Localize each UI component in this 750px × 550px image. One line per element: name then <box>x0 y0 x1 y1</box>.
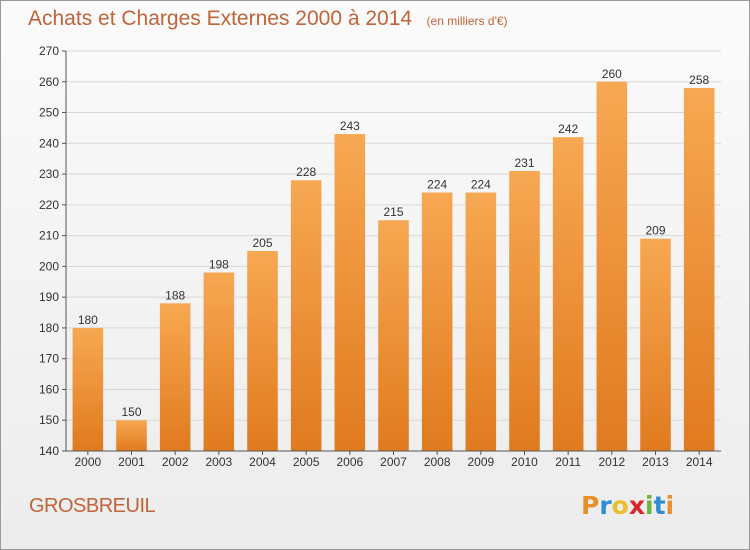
y-tick-label: 270 <box>39 44 59 58</box>
bar <box>509 171 540 451</box>
x-tick-label: 2002 <box>162 455 189 469</box>
bar-value-label: 215 <box>383 205 403 219</box>
bars <box>72 81 715 452</box>
x-tick-label: 2001 <box>118 455 145 469</box>
bar <box>290 180 322 451</box>
bar-value-label: 258 <box>689 73 709 87</box>
logo-letter: P <box>581 491 600 520</box>
bar-value-label: 188 <box>165 288 185 302</box>
bar <box>203 272 235 451</box>
bar-value-label: 150 <box>121 405 141 419</box>
y-tick-label: 180 <box>39 321 59 335</box>
bar <box>334 134 366 452</box>
x-tick-label: 2005 <box>293 455 320 469</box>
logo-letter: i <box>665 491 675 520</box>
bar <box>596 81 628 452</box>
place-name: GROSBREUIL <box>29 495 156 517</box>
y-tick-label: 230 <box>39 167 59 181</box>
bar <box>159 303 191 451</box>
x-tick-label: 2011 <box>555 455 581 469</box>
bar-value-label: 260 <box>602 67 622 81</box>
y-tick-label: 140 <box>39 444 59 458</box>
bar-value-label: 224 <box>471 178 491 192</box>
y-tick-label: 210 <box>39 229 59 243</box>
y-tick-label: 240 <box>39 136 59 150</box>
y-tick-label: 190 <box>39 290 59 304</box>
logo-letter: r <box>599 491 612 520</box>
bar-value-label: 228 <box>296 165 316 179</box>
x-tick-label: 2000 <box>74 455 101 469</box>
bar <box>247 251 278 451</box>
bar <box>72 327 104 451</box>
y-tick-label: 250 <box>39 106 59 120</box>
bar-value-label: 180 <box>78 313 98 327</box>
x-tick-label: 2009 <box>467 455 494 469</box>
labels: 140 150 160 170 180 190 200 210 220 230 240 250 260 2… <box>39 44 713 469</box>
y-tick-label: 200 <box>39 259 59 273</box>
bar-value-label: 209 <box>645 224 665 238</box>
bar-value-label: 243 <box>340 119 360 133</box>
logo-letter: i <box>645 491 654 520</box>
x-tick-label: 2010 <box>511 455 538 469</box>
bar <box>116 420 147 451</box>
x-tick-label: 2004 <box>249 455 276 469</box>
x-tick-label: 2003 <box>205 455 232 469</box>
x-tick-label: 2007 <box>380 455 407 469</box>
y-tick-label: 160 <box>39 382 59 396</box>
chart-title: Achats et Charges Externes 2000 à 2014 <box>28 7 413 30</box>
y-tick-label: 260 <box>39 75 59 89</box>
logo-letter: x <box>628 491 645 520</box>
logo-letter: o <box>611 491 629 520</box>
x-tick-label: 2014 <box>686 455 713 469</box>
title-row: Achats et Charges Externes 2000 à 2014 (… <box>28 7 508 31</box>
y-tick-label: 220 <box>39 198 59 212</box>
bar <box>465 192 497 452</box>
chart-subtitle: (en milliers d'€) <box>426 14 508 28</box>
bar <box>421 192 453 452</box>
x-tick-label: 2008 <box>424 455 451 469</box>
bar-value-label: 224 <box>427 178 447 192</box>
bar-value-label: 198 <box>209 258 229 272</box>
bar <box>683 87 715 451</box>
y-tick-label: 150 <box>39 413 59 427</box>
proxiti-logo: Proxiti <box>581 491 674 520</box>
axes <box>62 50 721 455</box>
x-tick-label: 2013 <box>642 455 669 469</box>
x-tick-label: 2006 <box>336 455 363 469</box>
bar-value-label: 205 <box>252 236 272 250</box>
bar <box>640 238 671 451</box>
y-tick-label: 170 <box>39 352 59 366</box>
logo-letter: t <box>653 491 666 520</box>
bar-value-label: 231 <box>514 156 534 170</box>
x-tick-label: 2012 <box>598 455 625 469</box>
bar <box>378 220 409 451</box>
bar <box>552 137 584 451</box>
bar-value-label: 242 <box>558 122 578 136</box>
